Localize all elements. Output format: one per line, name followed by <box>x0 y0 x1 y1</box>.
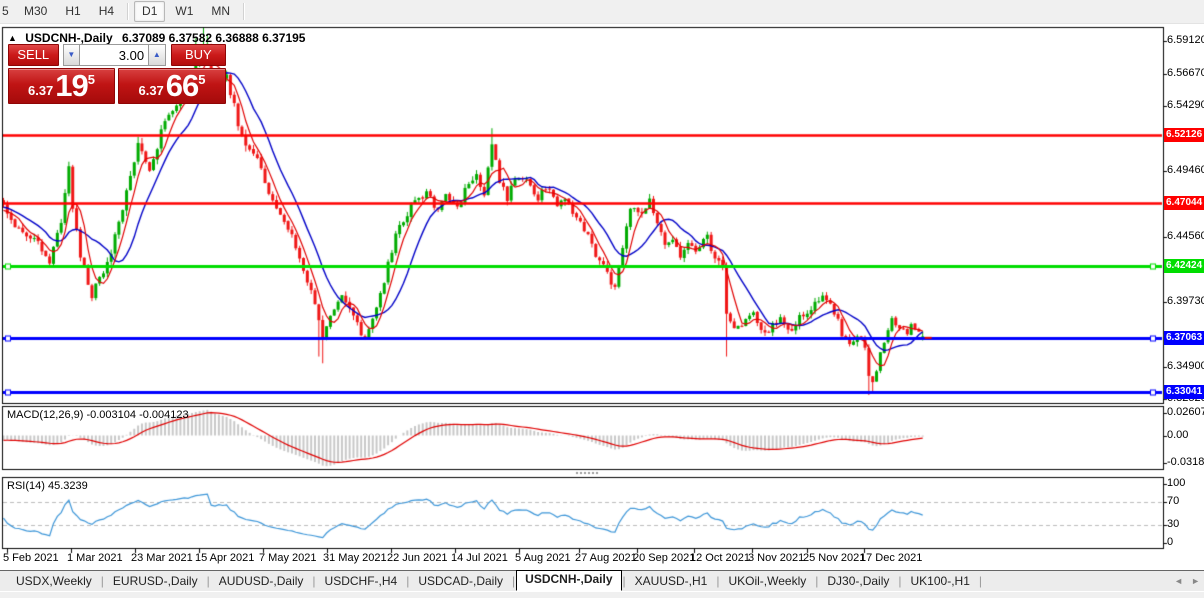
sell-price-pipette: 5 <box>87 72 96 87</box>
sell-quote-box[interactable]: 6.37 19 5 <box>8 68 115 104</box>
buy-button[interactable]: BUY <box>170 44 226 66</box>
rsi-tick-label: 100 <box>1167 477 1186 489</box>
spinner-up-icon: ▲ <box>152 50 161 59</box>
rsi-indicator-label: RSI(14) 45.3239 <box>7 480 88 492</box>
rsi-tick-label: 0 <box>1167 536 1174 548</box>
price-tick-label: 6.56670 <box>1167 66 1204 79</box>
chart-ohlc-quotes: 6.37089 6.37582 6.36888 6.37195 <box>121 31 306 45</box>
macd-tick-label: -0.03187 <box>1167 455 1204 468</box>
sell-price-prefix: 6.37 <box>27 83 54 98</box>
sell-price-main: 19 <box>55 68 88 103</box>
volume-input[interactable] <box>80 44 149 66</box>
one-click-trading-panel: SELL ▼ ▲ BUY 6.37 19 5 6.37 66 5 <box>8 44 226 104</box>
macd-indicator-label: MACD(12,26,9) -0.003104 -0.004123 <box>7 409 189 421</box>
price-level-tag: 6.33041 <box>1164 385 1204 400</box>
trade-panel-quotes: 6.37 19 5 6.37 66 5 <box>8 68 226 104</box>
volume-increase-button[interactable]: ▲ <box>148 44 166 66</box>
price-tick-label: 6.34900 <box>1167 360 1204 373</box>
price-level-tag: 6.37063 <box>1164 331 1204 346</box>
price-level-tag: 6.47044 <box>1164 196 1204 211</box>
trade-panel-controls: SELL ▼ ▲ BUY <box>8 44 226 66</box>
macd-tick-label: 0.02607 <box>1167 406 1204 419</box>
buy-quote-box[interactable]: 6.37 66 5 <box>118 68 226 104</box>
price-tick-label: 6.54290 <box>1167 98 1204 111</box>
price-tick-label: 6.49460 <box>1167 163 1204 176</box>
one-click-panel-toggle-icon[interactable]: ▲ <box>8 33 17 43</box>
rsi-tick-label: 30 <box>1167 518 1180 531</box>
price-tick-label: 6.59120 <box>1167 33 1204 46</box>
price-tick-label: 6.39730 <box>1167 295 1204 308</box>
buy-price-prefix: 6.37 <box>138 83 164 98</box>
rsi-tick-label: 70 <box>1167 494 1180 507</box>
price-tick-label: 6.44560 <box>1167 229 1204 242</box>
volume-decrease-button[interactable]: ▼ <box>62 44 81 66</box>
sell-button[interactable]: SELL <box>8 44 59 66</box>
chart-symbol-period: USDCNH-,Daily <box>25 31 113 45</box>
buy-price-main: 66 <box>165 68 199 103</box>
price-level-tag: 6.52126 <box>1164 127 1204 142</box>
buy-price-pipette: 5 <box>198 72 206 87</box>
spinner-down-icon: ▼ <box>67 50 76 59</box>
chart-title: ▲ USDCNH-,Daily 6.37089 6.37582 6.36888 … <box>8 31 305 45</box>
macd-tick-label: 0.00 <box>1167 428 1189 441</box>
price-level-tag: 6.42424 <box>1164 258 1204 273</box>
